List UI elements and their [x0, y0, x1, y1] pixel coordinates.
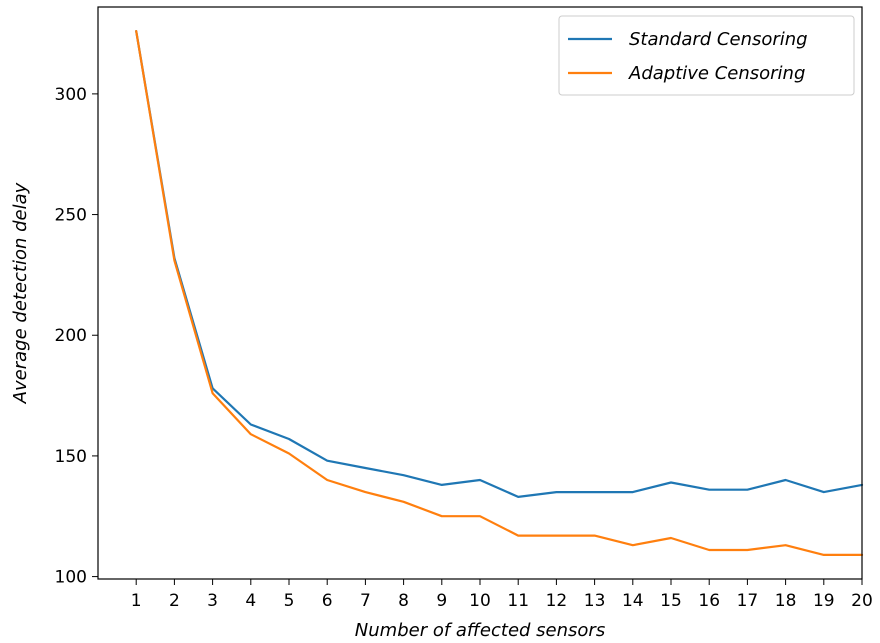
y-tick-label: 300	[55, 85, 87, 105]
series-line-adaptive-censoring	[135, 30, 864, 557]
x-tick-label: 5	[284, 591, 295, 611]
x-tick-label: 2	[169, 591, 180, 611]
y-tick-label: 100	[55, 568, 87, 588]
x-axis: 1 2 3 4 5 6 7 8 9 10 11 12 13 14 15 16 17 18 19 20	[131, 579, 873, 611]
x-tick-label: 4	[245, 591, 256, 611]
x-tick-label: 16	[698, 591, 720, 611]
x-axis-label: Number of affected sensors	[355, 620, 605, 641]
x-tick-label: 19	[813, 591, 835, 611]
x-tick-label: 17	[737, 591, 759, 611]
x-tick-label: 10	[469, 591, 491, 611]
legend-box	[558, 15, 855, 96]
legend-label-standard: Standard Censoring	[629, 29, 808, 50]
legend-label-adaptive: Adaptive Censoring	[628, 63, 805, 84]
x-tick-label: 3	[207, 591, 218, 611]
plot-area	[135, 30, 864, 557]
y-tick-label: 200	[55, 326, 87, 346]
x-tick-label: 1	[131, 591, 142, 611]
x-tick-label: 20	[851, 591, 873, 611]
y-tick-label: 150	[55, 447, 87, 467]
y-tick-label: 250	[55, 206, 87, 226]
y-axis-label: Average detection delay	[10, 182, 31, 404]
legend: Standard Censoring Adaptive Censoring	[558, 15, 855, 96]
x-tick-label: 18	[775, 591, 797, 611]
x-tick-label: 7	[360, 591, 371, 611]
series-line-standard-censoring	[135, 30, 864, 498]
x-tick-label: 6	[322, 591, 333, 611]
x-tick-label: 9	[436, 591, 447, 611]
x-tick-label: 8	[398, 591, 409, 611]
x-tick-label: 14	[622, 591, 644, 611]
y-axis: 100 150 200 250 300	[55, 85, 98, 588]
x-tick-label: 13	[584, 591, 606, 611]
x-tick-label: 15	[660, 591, 682, 611]
x-tick-label: 11	[507, 591, 529, 611]
x-tick-label: 12	[546, 591, 568, 611]
